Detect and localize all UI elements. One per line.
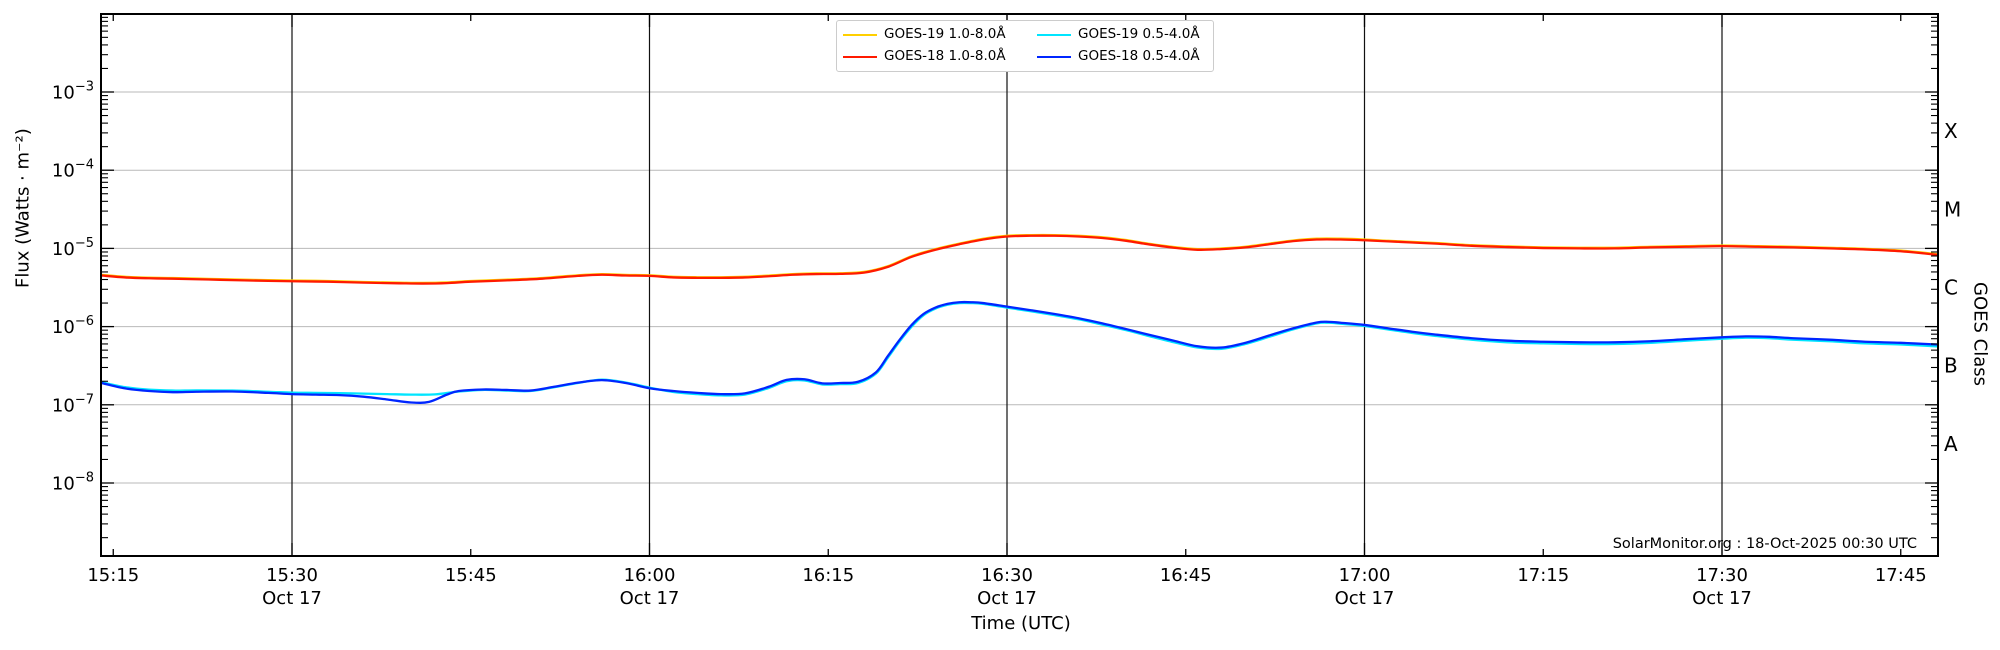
x-tick-label: 15:15 [87, 565, 139, 586]
legend-line-swatch [843, 56, 877, 58]
legend-item: GOES-19 1.0-8.0Å [843, 24, 1011, 46]
x-tick-label: 16:00 [624, 565, 676, 586]
series-line-goes-18-1-0-8-0 [101, 234, 1938, 285]
legend-label: GOES-19 0.5-4.0Å [1078, 26, 1200, 43]
legend-line-swatch [1037, 56, 1071, 58]
y-tick-label: 10−8 [52, 471, 94, 495]
x-axis-title: Time (UTC) [971, 613, 1071, 634]
chart-legend: GOES-19 1.0-8.0Å GOES-18 1.0-8.0Å GOES-19 … [836, 20, 1214, 72]
x-tick-label: 17:15 [1517, 565, 1569, 586]
y-tick-label: 10−7 [52, 392, 94, 416]
x-tick-label: 15:45 [445, 565, 497, 586]
legend-label: GOES-18 1.0-8.0Å [884, 48, 1006, 65]
legend-line-swatch [1037, 34, 1071, 36]
y-tick-label: 10−6 [52, 314, 94, 338]
y-tick-label: 10−4 [52, 158, 94, 182]
series-line-goes-18-0-5-4-0 [101, 300, 1938, 404]
legend-label: GOES-19 1.0-8.0Å [884, 26, 1006, 43]
legend-item: GOES-19 0.5-4.0Å [1037, 24, 1205, 46]
x-tick-label: 17:30 [1696, 565, 1748, 586]
series-line-goes-19-1-0-8-0 [101, 233, 1938, 285]
watermark: SolarMonitor.org : 18-Oct-2025 00:30 UTC [1612, 536, 1917, 552]
series-group [101, 233, 1938, 404]
plot-frame [100, 13, 1939, 557]
x-tick-date-label: Oct 17 [977, 588, 1037, 609]
goes-class-label: B [1944, 354, 1958, 378]
legend-line-swatch [843, 34, 877, 36]
goes-class-label: M [1944, 197, 1961, 221]
legend-item: GOES-18 0.5-4.0Å [1037, 46, 1205, 68]
x-tick-label: 16:15 [802, 565, 854, 586]
x-tick-date-label: Oct 17 [1335, 588, 1395, 609]
series-line-goes-19-0-5-4-0 [101, 301, 1938, 397]
x-tick-label: 15:30 [266, 565, 318, 586]
x-tick-label: 17:00 [1339, 565, 1391, 586]
goes-class-label: C [1944, 276, 1958, 300]
x-tick-date-label: Oct 17 [620, 588, 680, 609]
goes-class-label: X [1944, 119, 1958, 143]
x-tick-label: 16:30 [981, 565, 1033, 586]
legend-item: GOES-18 1.0-8.0Å [843, 46, 1011, 68]
x-tick-label: 16:45 [1160, 565, 1212, 586]
x-tick-label: 17:45 [1875, 565, 1927, 586]
x-tick-date-label: Oct 17 [1692, 588, 1752, 609]
y-tick-label: 10−3 [52, 80, 94, 104]
x-tick-date-label: Oct 17 [262, 588, 322, 609]
y-tick-label: 10−5 [52, 236, 94, 260]
goes-class-label: A [1944, 432, 1958, 456]
legend-label: GOES-18 0.5-4.0Å [1078, 48, 1200, 65]
